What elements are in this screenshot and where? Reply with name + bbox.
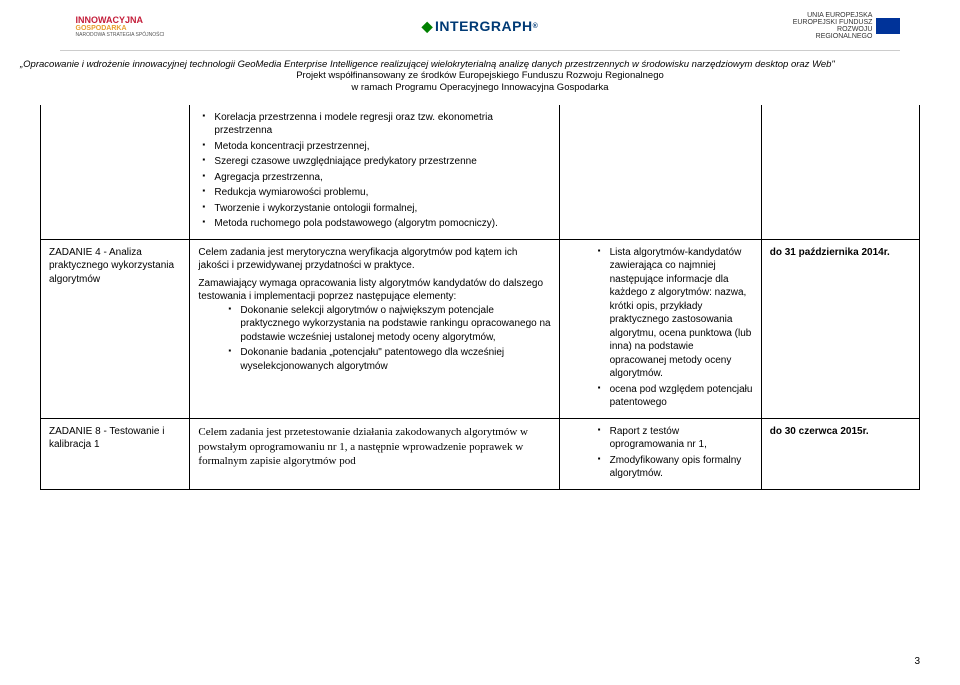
task4-goal: Celem zadania jest merytoryczna weryfika… <box>190 239 559 418</box>
task4-goal-p1: Celem zadania jest merytoryczna weryfika… <box>198 246 550 273</box>
task4-goal-p2: Zamawiający wymaga opracowania listy alg… <box>198 277 550 304</box>
eu-flag-icon <box>876 18 900 34</box>
logo-intergraph: ◆INTERGRAPH® <box>420 8 540 44</box>
task8-goal: Celem zadania jest przetestowanie działa… <box>190 418 559 489</box>
bullet-item: Redukcja wymiarowości problemu, <box>198 186 550 200</box>
content: Korelacja przestrzenna i modele regresji… <box>0 95 960 490</box>
task8-row: ZADANIE 8 - Testowanie i kalibracja 1 Ce… <box>41 418 920 489</box>
logo-innowacyjna: INNOWACYJNA GOSPODARKA NARODOWA STRATEGI… <box>60 8 180 44</box>
bullet-item: ocena pod względem potencjału patentoweg… <box>568 383 753 410</box>
task4-row: ZADANIE 4 - Analiza praktycznego wykorzy… <box>41 239 920 418</box>
page-number: 3 <box>914 656 920 667</box>
bullet-item: Zmodyfikowany opis formalny algorytmów. <box>568 454 753 481</box>
task4-name: ZADANIE 4 - Analiza praktycznego wykorzy… <box>41 239 190 418</box>
top-row: Korelacja przestrzenna i modele regresji… <box>41 105 920 240</box>
task8-date: do 30 czerwca 2015r. <box>761 418 919 489</box>
bullet-item: Lista algorytmów-kandydatów zawierająca … <box>568 246 753 381</box>
task4-result-bullets: Lista algorytmów-kandydatów zawierająca … <box>568 246 753 410</box>
task4-goal-bullets: Dokonanie selekcji algorytmów o najwięks… <box>198 304 550 374</box>
bullet-item: Korelacja przestrzenna i modele regresji… <box>198 111 550 138</box>
project-sub1: Projekt współfinansowany ze środków Euro… <box>0 70 960 82</box>
logo-left-tag: NARODOWA STRATEGIA SPÓJNOŚCI <box>76 32 165 38</box>
bullet-item: Szeregi czasowe uwzględniające predykato… <box>198 155 550 169</box>
logo-left-sub: GOSPODARKA <box>76 25 165 32</box>
project-title: „Opracowanie i wdrożenie innowacyjnej te… <box>0 53 960 70</box>
main-table: Korelacja przestrzenna i modele regresji… <box>40 105 920 490</box>
bullet-item: Dokonanie selekcji algorytmów o najwięks… <box>198 304 550 345</box>
logo-eu: UNIA EUROPEJSKA EUROPEJSKI FUNDUSZ ROZWO… <box>780 8 900 44</box>
bullet-item: Dokonanie badania „potencjału" patentowe… <box>198 346 550 373</box>
task4-result: Lista algorytmów-kandydatów zawierająca … <box>559 239 761 418</box>
header-divider <box>60 50 900 51</box>
task8-result: Raport z testów oprogramowania nr 1, Zmo… <box>559 418 761 489</box>
bullet-item: Raport z testów oprogramowania nr 1, <box>568 425 753 452</box>
bullet-item: Metoda koncentracji przestrzennej, <box>198 140 550 154</box>
top-bullet-list: Korelacja przestrzenna i modele regresji… <box>198 111 550 231</box>
bullet-item: Metoda ruchomego pola podstawowego (algo… <box>198 217 550 231</box>
task4-date: do 31 października 2014r. <box>761 239 919 418</box>
task8-name: ZADANIE 8 - Testowanie i kalibracja 1 <box>41 418 190 489</box>
bullet-item: Tworzenie i wykorzystanie ontologii form… <box>198 202 550 216</box>
project-sub2: w ramach Programu Operacyjnego Innowacyj… <box>0 82 960 94</box>
header-logos: INNOWACYJNA GOSPODARKA NARODOWA STRATEGI… <box>0 0 960 48</box>
task8-result-bullets: Raport z testów oprogramowania nr 1, Zmo… <box>568 425 753 481</box>
bullet-item: Agregacja przestrzenna, <box>198 171 550 185</box>
logo-left-brand: INNOWACYJNA <box>76 15 144 25</box>
